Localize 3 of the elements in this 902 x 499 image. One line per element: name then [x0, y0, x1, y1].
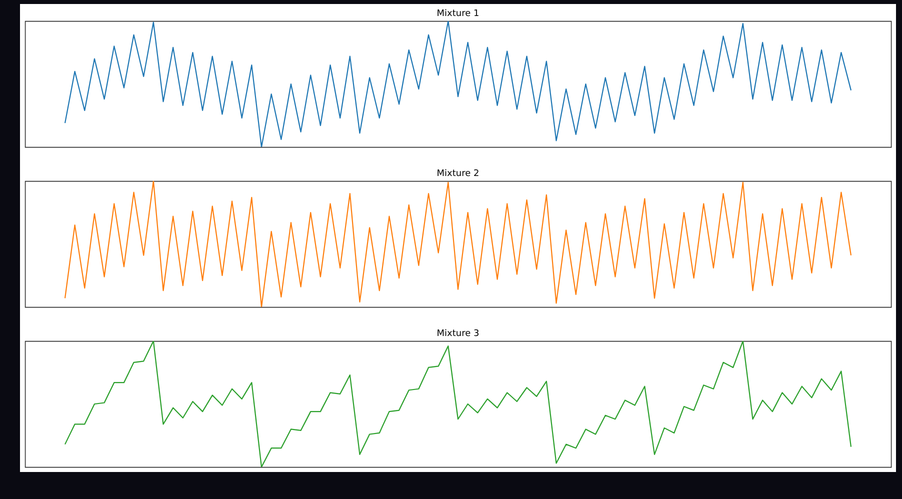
- chart-title: Mixture 1: [436, 9, 480, 19]
- chart-title: Mixture 3: [436, 329, 480, 339]
- chart-title: Mixture 2: [436, 169, 480, 179]
